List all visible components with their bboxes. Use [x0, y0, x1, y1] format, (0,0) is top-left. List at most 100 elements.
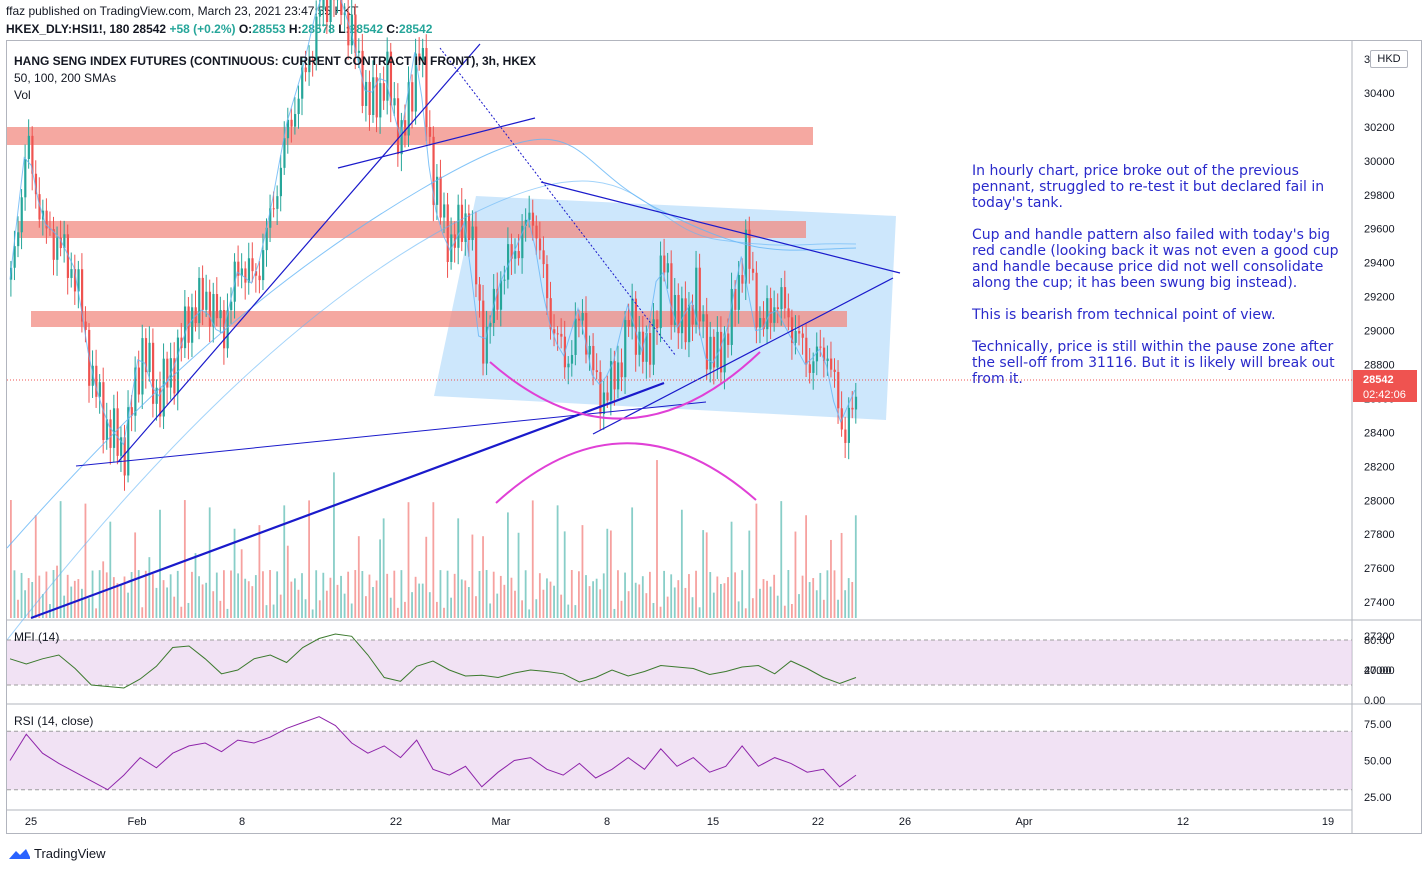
trendline-pennant-support: [592, 277, 894, 435]
volume-bar: [276, 571, 279, 618]
volume-bar: [773, 574, 776, 618]
trendline-feb-rise: [117, 43, 481, 463]
price-tick-label: 27400: [1364, 597, 1395, 609]
volume-bar: [336, 584, 339, 618]
candle-body: [272, 208, 275, 210]
price-tick-label: 27000: [1364, 665, 1395, 677]
candle-body: [322, 0, 325, 10]
candle-body: [269, 208, 272, 228]
volume-bar: [425, 536, 428, 618]
volume-bar: [624, 572, 626, 618]
volume-bar: [631, 507, 634, 618]
candle-body: [294, 114, 297, 127]
candle-body: [808, 364, 811, 373]
volume-bar: [308, 500, 310, 618]
candle-body: [191, 307, 194, 343]
candle-body: [247, 258, 251, 283]
volume-bar: [453, 573, 456, 618]
trendline-base: [75, 401, 707, 467]
volume-bar: [98, 570, 101, 618]
volume-bar: [265, 605, 268, 618]
chart-frame[interactable]: [6, 40, 1422, 834]
candle-body: [347, 12, 350, 46]
candle-body: [684, 298, 687, 343]
tradingview-logo[interactable]: TradingView: [8, 846, 106, 861]
volume-bar: [801, 575, 804, 618]
volume-bar: [822, 599, 825, 618]
volume-bar: [503, 584, 506, 618]
volume-bar: [776, 595, 779, 618]
currency-badge[interactable]: HKD: [1370, 50, 1408, 68]
candle-body: [514, 251, 517, 259]
analysis-note: In hourly chart, price broke out of the …: [972, 163, 1342, 403]
candle-body: [244, 268, 247, 283]
candle-body: [517, 251, 520, 259]
candle-body: [794, 330, 797, 343]
candle-body: [73, 269, 77, 292]
volume-bar: [262, 571, 264, 618]
volume-bar: [343, 593, 346, 618]
candle-body: [329, 0, 332, 23]
volume-bar: [830, 539, 832, 618]
volume-bar: [205, 582, 208, 618]
candle-body: [585, 313, 588, 355]
candle-body: [311, 59, 314, 61]
candle-body: [13, 246, 16, 268]
candle-body: [538, 238, 542, 251]
candle-body: [656, 319, 659, 329]
volume-bar: [24, 590, 26, 618]
volume-bar: [812, 578, 815, 618]
volume-bar: [137, 570, 140, 618]
candle-body: [286, 119, 290, 139]
volume-bar: [318, 600, 321, 618]
time-tick-label: 15: [707, 816, 719, 828]
volume-bar: [840, 532, 843, 618]
volume-bar: [244, 578, 247, 618]
candle-body: [531, 212, 535, 226]
volume-bar: [546, 578, 548, 618]
candle-body: [24, 158, 27, 198]
candle-body: [595, 370, 598, 373]
volume-bar: [393, 570, 396, 618]
candle-body: [276, 196, 279, 209]
volume-bar: [560, 594, 563, 618]
volume-bar: [588, 586, 591, 618]
volume-bar: [649, 571, 651, 618]
candle-body: [833, 369, 836, 372]
mfi-legend: MFI (14): [14, 630, 60, 644]
volume-bar: [372, 587, 374, 618]
volume-bar: [712, 592, 715, 618]
volume-bar: [645, 593, 648, 618]
candle-body: [617, 362, 620, 390]
candle-body: [301, 67, 304, 99]
candle-body: [230, 301, 233, 311]
volume-bar: [680, 509, 683, 618]
candle-body: [727, 333, 730, 345]
candle-body: [847, 407, 850, 443]
volume-bar: [780, 501, 783, 618]
volume-bar: [691, 597, 694, 618]
candle-body: [666, 263, 669, 273]
candle-body: [66, 234, 69, 278]
volume-bar: [741, 570, 744, 618]
volume-bar: [38, 575, 41, 618]
candle-body: [471, 226, 474, 241]
candle-body: [567, 363, 570, 368]
candle-body: [365, 81, 368, 106]
trendline-pennant-resistance: [540, 181, 901, 274]
candle-body: [212, 294, 215, 327]
candle-body: [805, 337, 808, 365]
volume-bar: [514, 590, 516, 618]
volume-bar: [428, 592, 431, 618]
candle-body: [649, 333, 652, 365]
volume-bar: [382, 518, 385, 618]
volume-bar: [258, 525, 261, 618]
volume-bar: [254, 575, 257, 618]
candle-body: [404, 120, 407, 136]
volume-bar: [13, 570, 16, 618]
volume-bar: [535, 599, 538, 618]
candle-body: [457, 204, 460, 248]
candle-body: [620, 362, 623, 378]
candle-body: [574, 318, 577, 355]
